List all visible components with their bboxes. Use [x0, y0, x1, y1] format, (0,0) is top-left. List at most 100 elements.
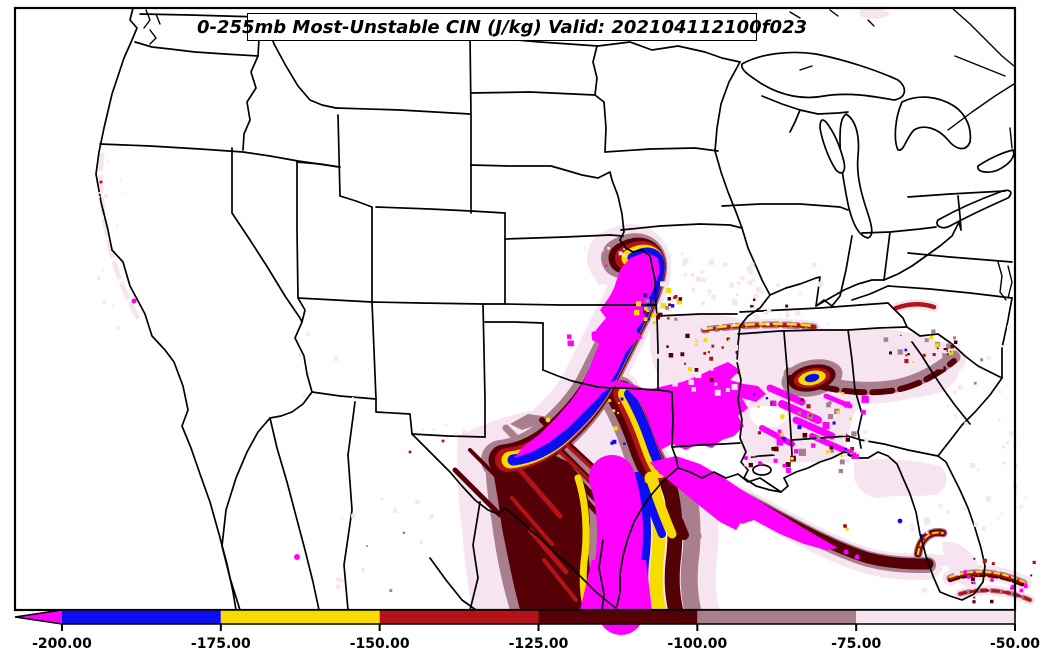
cin-speckle — [721, 346, 724, 349]
cin-speckle — [883, 337, 889, 342]
cin-speckle — [802, 432, 808, 438]
cin-speckle — [670, 304, 675, 308]
cin-speckle — [104, 194, 108, 198]
cin-speckle — [779, 432, 784, 437]
cin-speckle — [943, 348, 948, 353]
cin-speckle — [682, 262, 686, 267]
cin-speckle — [594, 241, 600, 246]
cin-speckle — [755, 315, 759, 319]
cin-speckle — [942, 352, 947, 358]
cin-speckle — [910, 523, 914, 527]
cin-speckle — [863, 430, 867, 434]
cin-speckle — [660, 281, 665, 287]
cin-speckle — [973, 581, 976, 585]
cin-dot — [843, 549, 849, 555]
cin-speckle — [991, 562, 995, 566]
cin-speckle — [694, 368, 699, 372]
cin-speckle — [861, 409, 866, 415]
cin-speckle — [703, 351, 707, 355]
cin-speckle — [634, 309, 640, 316]
cin-speckle — [703, 338, 708, 343]
cin-dot — [990, 578, 994, 582]
cin-speckle — [771, 400, 777, 406]
cin-speckle — [740, 276, 745, 280]
cin-speckle — [645, 299, 650, 304]
lake-michigan — [839, 113, 873, 239]
cin-speckle — [429, 514, 434, 519]
colorbar-tick-label: -50.00 — [990, 636, 1040, 652]
cin-speckle — [751, 278, 756, 283]
minnesota-wisconsin-border — [714, 61, 741, 152]
cin-speckle — [838, 468, 843, 474]
cin-speckle — [687, 367, 692, 372]
cin-speckle — [393, 508, 398, 513]
cin-speckle — [827, 322, 830, 325]
cin-speckle — [905, 354, 908, 357]
cin-speckle — [402, 531, 406, 534]
cin-speckle — [1024, 496, 1028, 500]
cin-speckle — [605, 264, 608, 267]
cin-speckle — [454, 432, 458, 436]
cin-speckle — [674, 377, 679, 382]
cin-speckle — [950, 351, 952, 353]
cin-speckle — [567, 334, 572, 339]
cin-speckle — [938, 504, 943, 508]
cin-speckle — [695, 276, 701, 282]
cin-speckle — [781, 437, 786, 442]
cin-speckle — [721, 332, 726, 337]
cin-speckle — [829, 445, 834, 450]
colorbar-segment — [856, 610, 1015, 624]
cin-speckle — [702, 367, 708, 372]
cin-speckle — [709, 356, 714, 361]
cin-speckle — [785, 311, 790, 315]
colorbar-tick-label: -100.00 — [667, 636, 727, 652]
cin-speckle — [953, 340, 958, 344]
cin-speckle — [366, 545, 368, 547]
cin-speckle — [798, 448, 806, 456]
cin-speckle — [719, 339, 725, 345]
cin-dot — [131, 298, 137, 304]
cin-speckle — [668, 253, 672, 257]
cin-speckle — [981, 526, 986, 531]
cin-speckle — [785, 304, 789, 308]
parallel-42n — [99, 143, 341, 168]
cin-speckle — [711, 344, 715, 348]
cin-speckle — [907, 353, 910, 356]
cin-speckle — [973, 557, 976, 560]
colorbar-tick-label: -175.00 — [191, 636, 251, 652]
cin-speckle — [664, 281, 668, 285]
cin-speckle — [116, 224, 119, 227]
cin-speckle — [733, 323, 736, 327]
cin-speckle — [593, 265, 597, 268]
cin-speckle — [830, 449, 834, 453]
cin-speckle — [668, 375, 672, 380]
lake-ontario — [977, 149, 1015, 173]
cin-speckle — [684, 362, 687, 365]
cin-speckle — [744, 463, 748, 467]
cin-speckle — [1005, 440, 1009, 444]
cin-speckle — [691, 387, 696, 392]
cin-speckle — [785, 462, 791, 468]
cin-speckle — [612, 439, 617, 444]
cin-speckle — [647, 306, 652, 311]
cin-speckle — [618, 402, 620, 404]
cin-speckle — [620, 397, 624, 401]
cin-speckle — [334, 356, 339, 361]
cin-speckle — [306, 332, 310, 336]
cin-dot — [408, 450, 412, 454]
cin-speckle — [812, 263, 817, 268]
cin-speckle — [843, 453, 848, 458]
cin-speckle — [798, 291, 802, 295]
cin-speckle — [980, 358, 984, 362]
cin-speckle — [864, 438, 869, 443]
cin-speckle — [840, 454, 844, 458]
cin-speckle — [748, 462, 753, 468]
colorbar-segment — [379, 610, 539, 624]
cin-speckle — [120, 191, 123, 193]
cin-speckle — [747, 280, 753, 285]
cin-speckle — [1002, 461, 1006, 465]
cin-speckle — [688, 379, 694, 385]
cin-speckle — [591, 332, 597, 338]
cin-speckle — [1007, 325, 1011, 330]
